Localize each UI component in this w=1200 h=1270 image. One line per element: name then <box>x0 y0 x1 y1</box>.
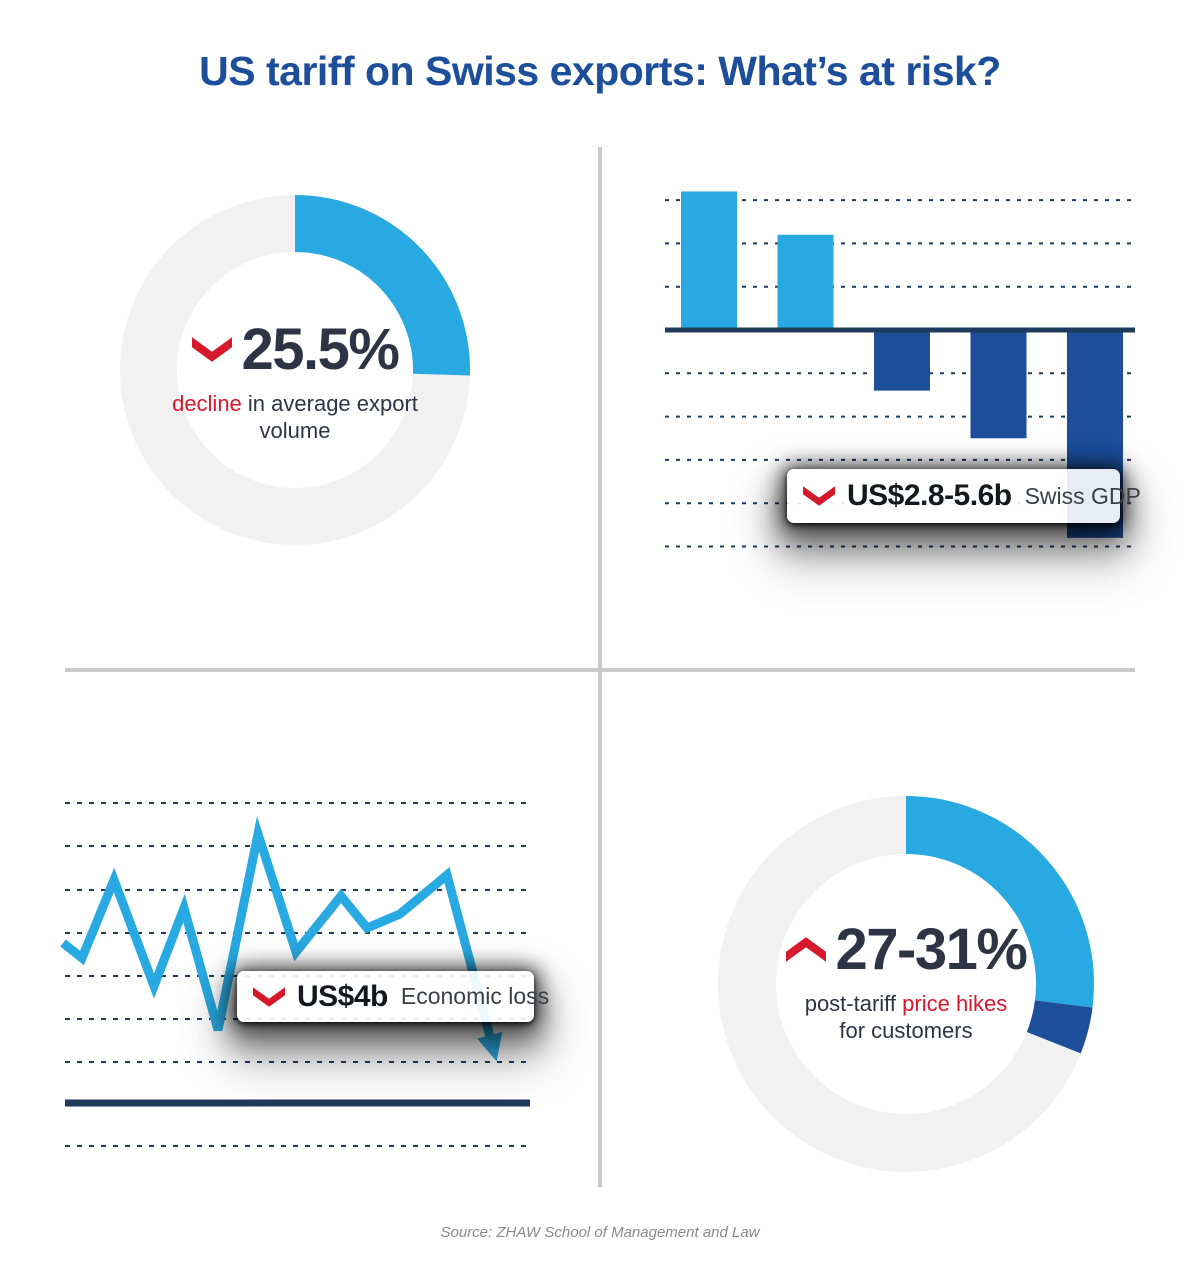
export-volume-desc: decline in average export volume <box>135 390 455 444</box>
donut-export-volume-segment-0 <box>120 195 470 545</box>
source-credit: Source: ZHAW School of Management and La… <box>440 1224 760 1241</box>
swiss-gdp-value: US$2.8-5.6b <box>847 479 1012 512</box>
price-hikes-desc-line2: for customers <box>839 1018 973 1043</box>
chevron-down-icon <box>803 486 835 506</box>
zero-axis-line <box>665 327 1135 333</box>
export-volume-desc-line2: volume <box>259 418 331 443</box>
price-hikes-desc-red: price hikes <box>902 991 1008 1016</box>
bar-0 <box>681 191 737 330</box>
export-volume-callout: 25.5% decline in average export volume <box>135 316 455 444</box>
horizontal-divider <box>65 668 1135 672</box>
bar-3 <box>970 330 1027 439</box>
chevron-down-icon <box>191 337 232 362</box>
economic-loss-value: US$4b <box>297 979 388 1013</box>
arrowhead-icon <box>477 1031 503 1062</box>
donut-price-hikes-segment-0 <box>718 796 1094 1172</box>
vertical-divider <box>598 147 602 1187</box>
export-volume-desc-red: decline <box>172 391 242 416</box>
chevron-down-icon <box>253 986 285 1007</box>
price-hikes-desc: post-tariff price hikes for customers <box>746 990 1066 1044</box>
economic-loss-line <box>60 816 497 1046</box>
economic-loss-badge: US$4b Economic loss <box>237 971 549 1022</box>
export-volume-value: 25.5% <box>241 317 400 382</box>
price-hikes-value: 27-31% <box>835 917 1028 982</box>
economic-loss-label: Economic loss <box>400 983 550 1009</box>
baseline <box>65 1099 530 1107</box>
bar-2 <box>874 330 930 391</box>
price-hikes-desc-plain: post-tariff <box>804 991 897 1016</box>
chevron-up-icon <box>785 937 826 962</box>
export-volume-value-row: 25.5% <box>135 316 455 383</box>
swiss-gdp-label: Swiss GDP <box>1024 482 1141 509</box>
price-hikes-callout: 27-31% post-tariff price hikes for custo… <box>746 916 1066 1044</box>
price-hikes-value-row: 27-31% <box>746 916 1066 983</box>
page-title: US tariff on Swiss exports: What’s at ri… <box>199 48 1001 94</box>
export-volume-desc-line1: in average export <box>247 391 418 416</box>
swiss-gdp-badge: US$2.8-5.6b Swiss GDP <box>787 469 1141 523</box>
bar-1 <box>777 234 834 330</box>
